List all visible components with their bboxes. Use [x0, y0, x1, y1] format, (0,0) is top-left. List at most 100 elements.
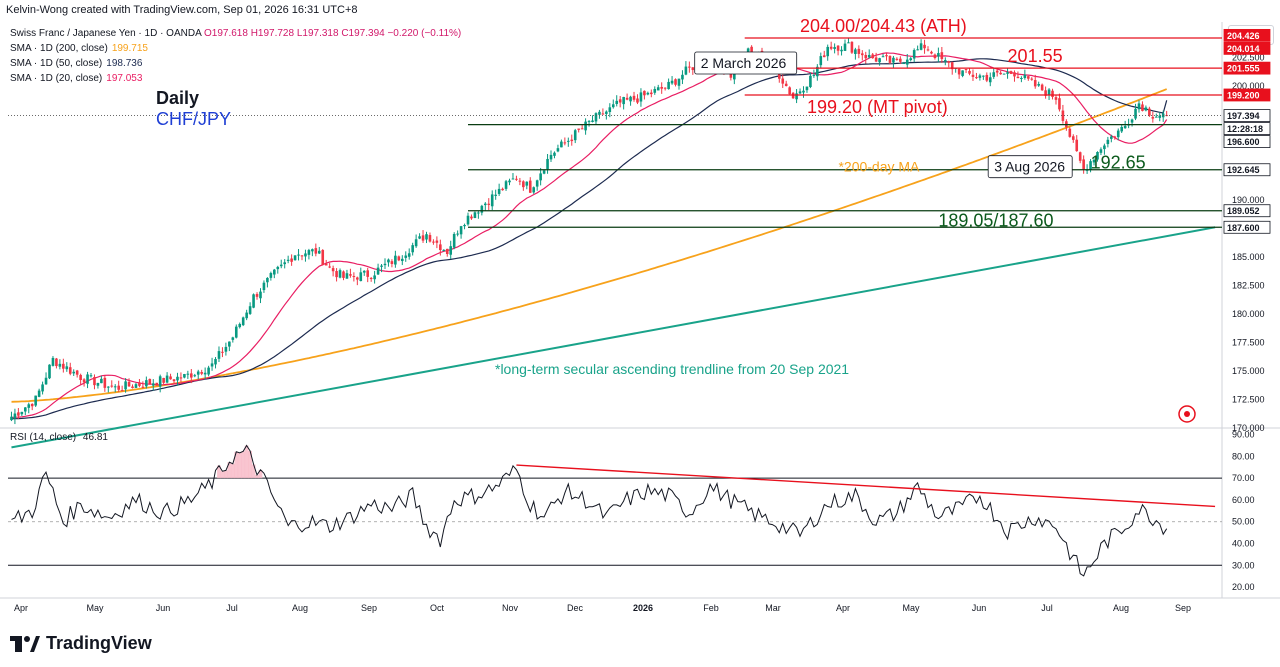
chart-title: CHF/JPY [156, 109, 231, 129]
time-tick-label: Feb [703, 603, 719, 613]
candle-body [93, 376, 96, 386]
candle-body [584, 121, 587, 131]
candle-body [324, 263, 328, 266]
candle-body [1044, 90, 1047, 96]
candle-body [349, 274, 352, 276]
chart-legend: Swiss Franc / Japanese Yen · 1D · OANDA … [10, 26, 461, 86]
candle-body [120, 390, 124, 392]
rsi-overbought-fill [241, 451, 246, 479]
rsi-overbought-fill [234, 451, 239, 479]
candle-body [41, 384, 44, 392]
price-badge: 204.426 [1227, 31, 1260, 41]
candle-body [176, 376, 179, 381]
candle-body [141, 386, 145, 388]
candle-body [684, 66, 688, 75]
candle-body [560, 141, 563, 148]
time-tick-label: 2026 [633, 603, 653, 613]
time-tick-label: Apr [836, 603, 850, 613]
candle-body [975, 77, 978, 79]
price-badge: 199.200 [1227, 90, 1260, 100]
candle-body [1137, 103, 1141, 110]
candle-body [494, 194, 497, 196]
candle-body [1110, 136, 1113, 139]
candle-body [387, 259, 390, 263]
candle-body [172, 379, 176, 382]
candle-body [1113, 136, 1117, 138]
time-tick-label: May [86, 603, 104, 613]
price-tick-label: 170.000 [1232, 423, 1265, 433]
rsi-tick-label: 20.00 [1232, 582, 1255, 592]
candle-body [899, 58, 902, 62]
candle-body [283, 262, 286, 265]
date-callout-box [987, 155, 1073, 179]
price-tick-label: 175.000 [1232, 366, 1265, 376]
price-tick-label: 177.500 [1232, 337, 1265, 347]
level-label: 201.55 [1008, 46, 1063, 66]
candle-body [456, 233, 459, 235]
candle-body [854, 49, 857, 54]
candle-body [1040, 84, 1044, 91]
candle-body [549, 154, 553, 160]
candle-body [79, 374, 82, 381]
candle-body [905, 59, 909, 65]
candle-body [937, 53, 940, 57]
candle-body [34, 395, 37, 406]
candle-body [625, 97, 629, 100]
candle-body [930, 51, 933, 54]
candle-body [210, 363, 214, 367]
price-badge-bg [1223, 122, 1271, 135]
candle-body [245, 312, 248, 319]
tradingview-logo: TradingView [10, 633, 152, 654]
candle-body [618, 99, 622, 103]
candle-body [674, 79, 677, 85]
candle-body [148, 378, 152, 384]
candle-body [1123, 125, 1127, 129]
rsi-overbought-fill [220, 471, 225, 479]
candle-body [957, 68, 961, 75]
symbol-name: Swiss Franc / Japanese Yen · 1D · OANDA [10, 28, 202, 39]
price-tick-label: 172.500 [1232, 394, 1265, 404]
candle-body [411, 245, 414, 253]
candle-body [608, 107, 612, 113]
rsi-overbought-fill [217, 465, 221, 479]
candle-body [746, 48, 750, 55]
candle-body [1051, 90, 1054, 97]
candle-body [366, 270, 370, 277]
price-badge-bg [1223, 61, 1271, 75]
candle-body [1016, 76, 1020, 79]
candle-body [518, 180, 522, 182]
candle-body [1002, 73, 1006, 75]
candle-body [653, 88, 657, 93]
candle-body [964, 69, 968, 71]
candle-body [1078, 152, 1082, 161]
rsi-overbought-fill [227, 462, 232, 479]
candle-body [944, 60, 947, 62]
time-tick-label: Jul [226, 603, 238, 613]
candle-body [1151, 116, 1155, 119]
candle-body [978, 75, 982, 78]
date-callout: 3 Aug 2026 [994, 159, 1065, 175]
candle-body [587, 121, 591, 123]
rsi-tick-label: 60.00 [1232, 495, 1255, 505]
candle-body [345, 273, 349, 279]
candle-body [923, 44, 926, 49]
time-tick-label: Sep [361, 603, 377, 613]
rsi-tick-label: 50.00 [1232, 517, 1255, 527]
rsi-label: RSI (14, close) [10, 432, 77, 443]
candle-body [186, 373, 190, 375]
price-tick-label: 202.500 [1232, 52, 1265, 62]
candle-body [1009, 71, 1013, 74]
candle-body [373, 275, 376, 280]
candle-body [573, 130, 577, 141]
candle-body [58, 363, 62, 367]
sma200-annotation: *200-day MA [838, 158, 920, 174]
candle-body [89, 375, 93, 377]
candle-body [1096, 151, 1099, 160]
candle-body [940, 52, 944, 59]
candle-body [563, 142, 567, 144]
candle-body [528, 180, 532, 193]
rsi-value: 46.81 [82, 432, 108, 443]
candle-body [681, 74, 684, 80]
candle-body [231, 337, 235, 340]
